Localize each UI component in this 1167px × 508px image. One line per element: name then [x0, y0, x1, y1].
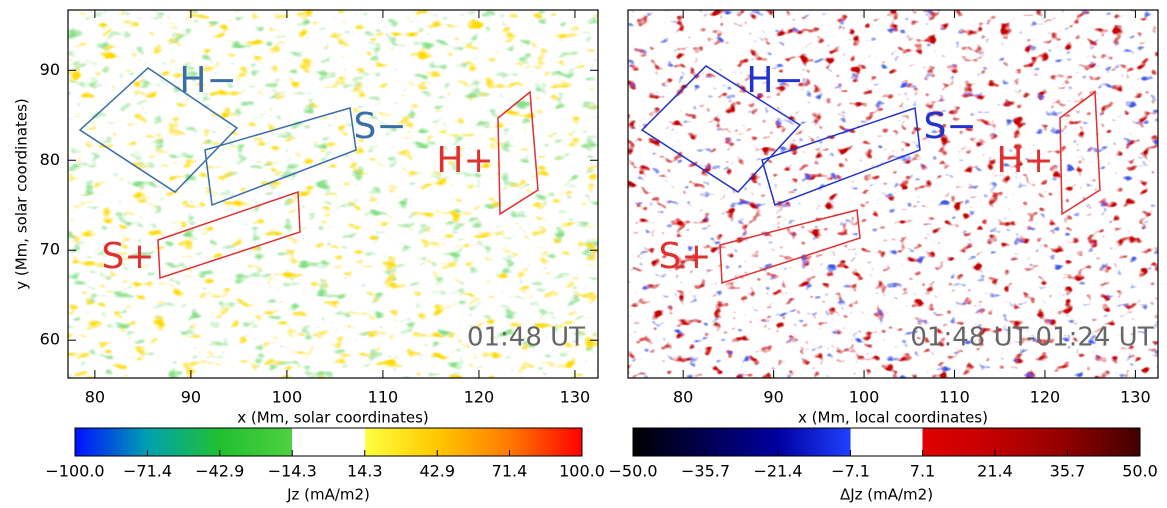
region-label: S−: [923, 106, 976, 147]
x-tick-label: 120: [464, 388, 495, 407]
map-texture: [68, 10, 598, 378]
x-axis-label: x (Mm, solar coordinates): [237, 409, 429, 427]
region-box: [497, 90, 539, 216]
region-label: S+: [101, 236, 154, 277]
y-tick-label: 90: [40, 60, 60, 79]
region-box: [157, 190, 301, 280]
colorbar-label: Jz (mA/m2): [286, 486, 370, 504]
region-label: H−: [746, 60, 803, 101]
region-label: H−: [179, 60, 236, 101]
colorbar-tick-label: −42.9: [195, 462, 244, 481]
region-box: [1059, 90, 1101, 216]
colorbar-tick-label: 14.3: [347, 462, 383, 481]
region-box: [640, 65, 802, 193]
region-label: H+: [436, 140, 493, 181]
colorbar-tick-label: −100.0: [45, 462, 104, 481]
colorbar-tick-label: 42.9: [419, 462, 455, 481]
colorbar-tick-label: −7.1: [831, 462, 870, 481]
region-box: [761, 106, 921, 206]
region-box: [78, 67, 239, 193]
region-label: S+: [658, 236, 711, 277]
y-tick-label: 80: [40, 150, 60, 169]
timestamp: 01:48 UT: [467, 323, 585, 353]
y-axis-label: y (Mm, solar coordinates): [13, 98, 31, 290]
x-tick-label: 130: [1120, 388, 1151, 407]
colorbar: [74, 427, 583, 457]
x-tick-label: 120: [1030, 388, 1061, 407]
colorbar-tick-label: 21.4: [977, 462, 1013, 481]
region-box: [719, 209, 861, 285]
region-label: H+: [996, 140, 1053, 181]
y-tick-label: 70: [40, 240, 60, 259]
regions: [78, 67, 539, 280]
x-axis-label: x (Mm, local coordinates): [798, 409, 988, 427]
x-tick-label: 100: [849, 388, 880, 407]
panel-left: [68, 10, 598, 378]
x-tick-label: 110: [939, 388, 970, 407]
x-tick-label: 110: [368, 388, 399, 407]
panel-right: [628, 10, 1158, 378]
region-label: S−: [353, 106, 406, 147]
timestamp: 01:48 UT-01:24 UT: [910, 323, 1153, 353]
colorbar-tick-label: −14.3: [268, 462, 317, 481]
x-tick-label: 90: [181, 388, 201, 407]
colorbar-tick-label: 50.0: [1122, 462, 1158, 481]
colorbar-tick-label: −35.7: [681, 462, 730, 481]
x-tick-label: 90: [763, 388, 783, 407]
colorbar-tick-label: −50.0: [608, 462, 657, 481]
colorbar-tick-label: 100.0: [559, 462, 605, 481]
plot-frame: [627, 9, 1159, 379]
regions: [640, 65, 1101, 285]
colorbar-tick-label: 7.1: [910, 462, 935, 481]
colorbar-tick-label: 35.7: [1050, 462, 1086, 481]
x-tick-label: 80: [673, 388, 693, 407]
x-tick-label: 100: [272, 388, 303, 407]
region-box: [204, 107, 357, 207]
x-tick-label: 80: [85, 388, 105, 407]
plot-frame: [67, 9, 599, 379]
colorbar-tick-label: −21.4: [753, 462, 802, 481]
map-texture: [628, 10, 1158, 378]
x-tick-label: 130: [560, 388, 591, 407]
colorbar-tick-label: 71.4: [492, 462, 528, 481]
colorbar-tick-label: −71.4: [123, 462, 172, 481]
colorbar: [632, 427, 1141, 457]
y-tick-label: 60: [40, 330, 60, 349]
colorbar-label: ΔJz (mA/m2): [840, 486, 933, 504]
